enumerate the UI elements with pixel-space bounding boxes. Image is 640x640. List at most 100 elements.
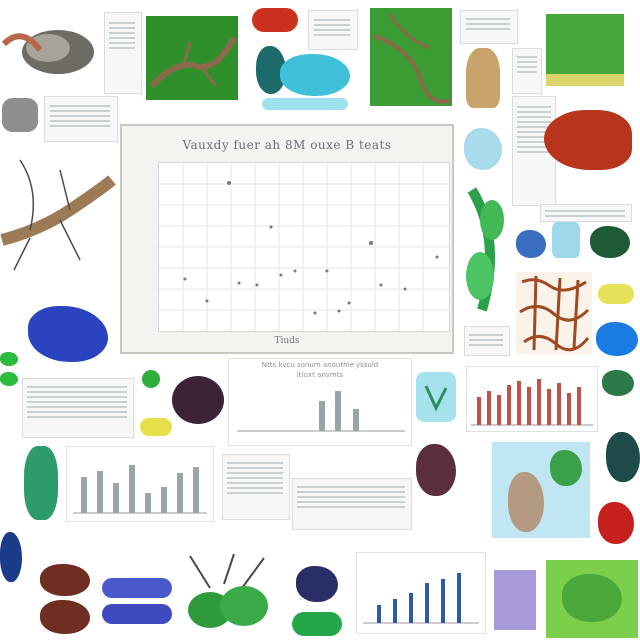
- table-panel-left-1: [22, 378, 134, 438]
- main-chart-xlabel: Tiuds: [274, 336, 300, 346]
- bar: [353, 409, 359, 431]
- bone-specimen-image: [492, 442, 590, 538]
- scatter-point: [347, 301, 351, 305]
- bar-chart-red-plot: [471, 379, 593, 426]
- blue-specimen-image: [24, 300, 112, 366]
- scatter-point: [237, 281, 241, 285]
- bar: [409, 593, 413, 623]
- vine-on-green-image: [370, 8, 452, 106]
- bar-chart-gray-plot: [73, 465, 207, 514]
- bar: [441, 579, 445, 623]
- scatter-point: [435, 255, 439, 259]
- text-panel-top-2: [308, 10, 358, 50]
- branch-on-green-image: [146, 16, 238, 100]
- leaf-map-image: [546, 560, 638, 638]
- bar: [517, 381, 521, 425]
- teal-specimen-image: [460, 124, 506, 174]
- scatter-point: [255, 283, 259, 287]
- bar: [425, 583, 429, 623]
- scatter-point: [269, 225, 273, 229]
- purple-mushroom-image: [170, 374, 226, 426]
- bar: [145, 493, 151, 513]
- green-moss-image: [180, 548, 278, 636]
- dark-teal-specimen: [604, 430, 640, 484]
- main-chart-grid: [159, 163, 449, 331]
- bar: [319, 401, 325, 431]
- scatter-point: [313, 311, 317, 315]
- main-chart-plot: [158, 162, 450, 332]
- main-chart-card: Vauxdy fuer ah 8M ouxe B teats: [120, 124, 454, 354]
- tan-specimen-image: [464, 48, 502, 108]
- scatter-point: [205, 299, 209, 303]
- blue-pill-pair: [102, 574, 172, 628]
- text-panel-left-1: [44, 96, 118, 142]
- yellow-pill-right: [598, 284, 634, 306]
- scatter-point: [279, 273, 283, 277]
- scatter-point: [227, 181, 231, 185]
- navy-specimen-image: [0, 528, 24, 584]
- fern-leaf-icon: [466, 187, 504, 312]
- bar: [577, 387, 581, 425]
- bar: [161, 487, 167, 513]
- maroon-specimen-image: [414, 442, 458, 498]
- bar: [557, 383, 561, 425]
- bar: [497, 395, 501, 425]
- scatter-point: [325, 269, 329, 273]
- text-panel-middle-2: [292, 478, 412, 530]
- bar-chart-middle-card: Ntts kvcu sonum anouthie yssuld itiuxt a…: [228, 358, 412, 446]
- bar: [377, 605, 381, 623]
- bar: [393, 599, 397, 623]
- branch-icon: [149, 36, 237, 89]
- bar: [457, 573, 461, 623]
- bar: [567, 393, 571, 425]
- bar-chart-middle-subtitle: itiuxt anvmts: [296, 371, 344, 379]
- cyan-crystal-image: [412, 366, 460, 426]
- bar: [177, 473, 183, 513]
- cell-network-icon: [516, 272, 592, 354]
- scatter-point: [293, 269, 297, 273]
- yellow-pill-image: [140, 418, 172, 438]
- blue-disc-image: [594, 320, 640, 360]
- scatter-point: [403, 287, 407, 291]
- green-leaf-card-image: [546, 14, 624, 88]
- text-panel-top-1: [104, 12, 142, 94]
- gray-specimen-image: [0, 94, 40, 136]
- green-ring-image: [140, 368, 164, 392]
- bar: [527, 387, 531, 425]
- bar: [487, 391, 491, 425]
- red-specimen-right: [596, 500, 636, 546]
- shell-icon: [1, 30, 94, 74]
- text-panel-top-4: [512, 48, 542, 94]
- mushroom-icon: [172, 376, 224, 424]
- bar: [547, 389, 551, 425]
- bar: [193, 467, 199, 513]
- green-specimen-right: [600, 368, 636, 398]
- text-panel-middle-1: [222, 454, 290, 520]
- root-branch-image: [0, 150, 118, 290]
- bar-chart-middle-plot: [237, 391, 405, 432]
- scatter-point: [183, 277, 187, 281]
- shell-specimen-image: [0, 14, 100, 96]
- cyan-specimen-image: [250, 42, 358, 114]
- scatter-point: [337, 309, 341, 313]
- bar-chart-blue-card: [356, 552, 486, 634]
- text-panel-right-3: [464, 326, 510, 356]
- green-stone-image: [22, 444, 60, 522]
- green-dot-left: [0, 352, 20, 386]
- coral-specimen-image: [542, 106, 634, 176]
- bar: [97, 471, 103, 513]
- bar-chart-red-card: [466, 366, 598, 432]
- lavender-panel-image: [494, 570, 536, 630]
- crystal-icon: [416, 372, 456, 422]
- blue-cup-image: [516, 214, 604, 264]
- red-pill-image: [252, 8, 298, 32]
- moss-icon: [188, 553, 268, 628]
- bar: [81, 477, 87, 513]
- text-panel-top-3: [460, 10, 518, 44]
- branch-icon-2: [373, 13, 451, 104]
- navy-stone-image: [294, 564, 340, 604]
- bar-chart-gray-card: [66, 446, 214, 522]
- coral-blob: [544, 110, 632, 170]
- bar: [537, 379, 541, 425]
- brown-stone-pair: [38, 562, 94, 636]
